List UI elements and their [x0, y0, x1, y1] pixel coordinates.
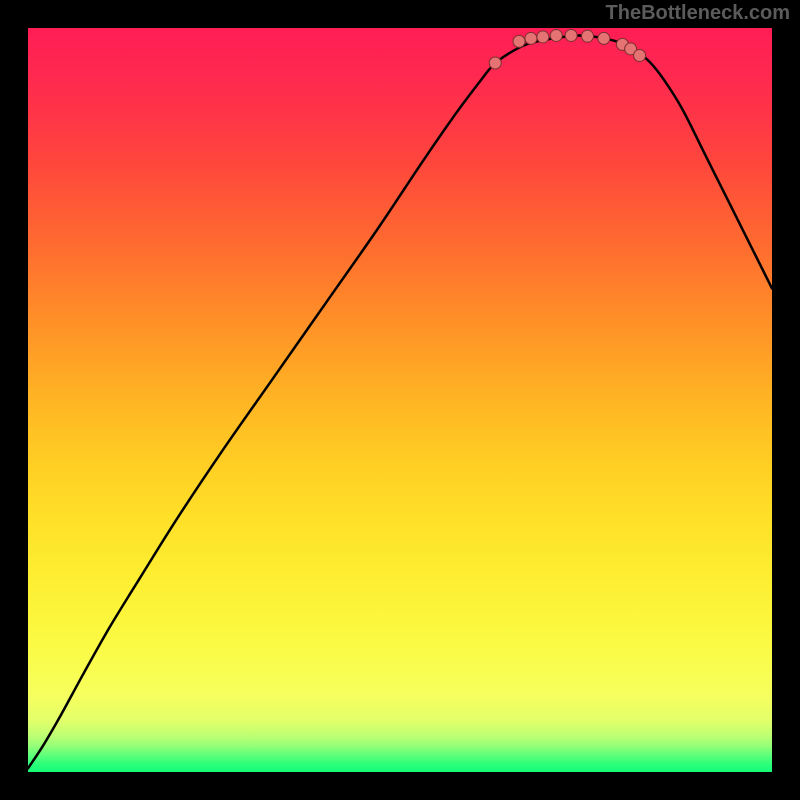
marker-point: [581, 30, 593, 42]
chart-background: [28, 28, 772, 772]
marker-point: [565, 29, 577, 41]
marker-point: [634, 50, 646, 62]
marker-point: [525, 32, 537, 44]
marker-point: [598, 32, 610, 44]
marker-point: [550, 29, 562, 41]
watermark-text: TheBottleneck.com: [606, 2, 790, 25]
chart-container: TheBottleneck.com: [0, 0, 800, 800]
marker-point: [537, 31, 549, 43]
marker-point: [513, 35, 525, 47]
marker-point: [489, 57, 501, 69]
chart-svg: [28, 28, 772, 772]
plot-area: [28, 28, 772, 772]
